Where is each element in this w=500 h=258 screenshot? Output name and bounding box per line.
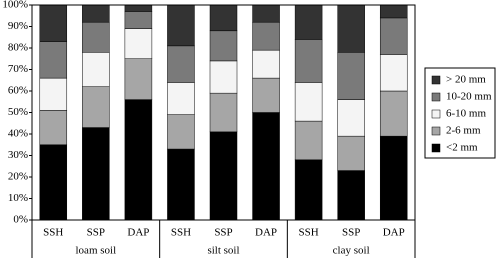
legend-swatch bbox=[431, 75, 441, 85]
y-tick-label: 80% bbox=[8, 42, 28, 54]
bar-segment bbox=[167, 45, 195, 83]
bar-segment bbox=[209, 92, 238, 133]
y-tick-label: 10% bbox=[8, 192, 28, 204]
x-tick-label: SSH bbox=[299, 227, 319, 239]
bar-segment bbox=[82, 52, 110, 87]
bar-segment bbox=[124, 11, 153, 29]
bar-segment bbox=[39, 41, 68, 79]
bar-segment bbox=[124, 4, 153, 12]
x-tick-label: DAP bbox=[255, 227, 277, 239]
y-tick-label: 70% bbox=[8, 63, 28, 75]
bar-segment bbox=[82, 4, 110, 23]
legend-label: 10-20 mm bbox=[446, 91, 492, 103]
bar-segment bbox=[82, 86, 110, 128]
legend-swatch bbox=[431, 109, 441, 119]
bar-segment bbox=[252, 77, 280, 113]
bar-segment bbox=[209, 131, 238, 221]
group-label: loam soil bbox=[76, 245, 117, 257]
plot-frame bbox=[31, 4, 416, 221]
bar-segment bbox=[379, 54, 408, 92]
legend-label: 6-10 mm bbox=[446, 108, 486, 120]
y-tick-label: 20% bbox=[8, 171, 28, 183]
bar-segment bbox=[167, 114, 195, 150]
y-tick-label: 30% bbox=[8, 149, 28, 161]
bar-segment bbox=[124, 28, 153, 59]
bar-segment bbox=[39, 77, 68, 111]
bar-segment bbox=[337, 135, 365, 171]
bar-segment bbox=[209, 60, 238, 94]
bar-segment bbox=[337, 52, 365, 100]
bar-segment bbox=[124, 99, 153, 221]
bar-segment bbox=[379, 4, 408, 19]
legend-label: <2 mm bbox=[446, 142, 478, 154]
x-tick-label: DAP bbox=[383, 227, 405, 239]
bar-segment bbox=[379, 135, 408, 221]
bar-segment bbox=[167, 82, 195, 115]
x-tick-label: SSH bbox=[171, 227, 191, 239]
bar-segment bbox=[167, 148, 195, 221]
y-tick-label: 60% bbox=[8, 85, 28, 97]
bar-segment bbox=[337, 170, 365, 221]
bar-segment bbox=[82, 127, 110, 221]
bar-segment bbox=[294, 4, 323, 40]
y-tick-label: 0% bbox=[13, 214, 28, 226]
y-tick-label: 50% bbox=[8, 106, 28, 118]
bar-segment bbox=[252, 112, 280, 221]
bar-segment bbox=[82, 21, 110, 53]
x-tick-label: SSP bbox=[342, 227, 360, 239]
group-label: silt soil bbox=[207, 245, 239, 257]
bar-segment bbox=[252, 21, 280, 51]
bar-segment bbox=[167, 4, 195, 47]
y-tick-label: 40% bbox=[8, 128, 28, 140]
bar-segment bbox=[124, 58, 153, 100]
y-tick-label: 90% bbox=[8, 20, 28, 32]
legend-swatch bbox=[431, 126, 441, 136]
bar-segment bbox=[294, 39, 323, 83]
legend-swatch bbox=[431, 143, 441, 153]
y-tick-label: 100% bbox=[2, 0, 28, 11]
bar-segment bbox=[337, 4, 365, 53]
bar-segment bbox=[294, 120, 323, 161]
bar-segment bbox=[39, 110, 68, 145]
bar-segment bbox=[294, 159, 323, 221]
legend-swatch bbox=[431, 92, 441, 102]
bar-segment bbox=[209, 4, 238, 32]
group-label: clay soil bbox=[333, 245, 370, 257]
legend-label: > 20 mm bbox=[446, 74, 486, 86]
bar-segment bbox=[379, 17, 408, 55]
bar-segment bbox=[294, 82, 323, 122]
bar-segment bbox=[337, 99, 365, 137]
bar-segment bbox=[252, 49, 280, 79]
bar-segment bbox=[209, 30, 238, 62]
x-tick-label: SSP bbox=[214, 227, 232, 239]
legend-label: 2-6 mm bbox=[446, 125, 481, 137]
x-tick-label: SSH bbox=[43, 227, 63, 239]
x-tick-label: DAP bbox=[127, 227, 149, 239]
bar-segment bbox=[252, 4, 280, 23]
bar-segment bbox=[379, 90, 408, 137]
bar-segment bbox=[39, 4, 68, 42]
x-tick-label: SSP bbox=[87, 227, 105, 239]
bar-segment bbox=[39, 144, 68, 221]
